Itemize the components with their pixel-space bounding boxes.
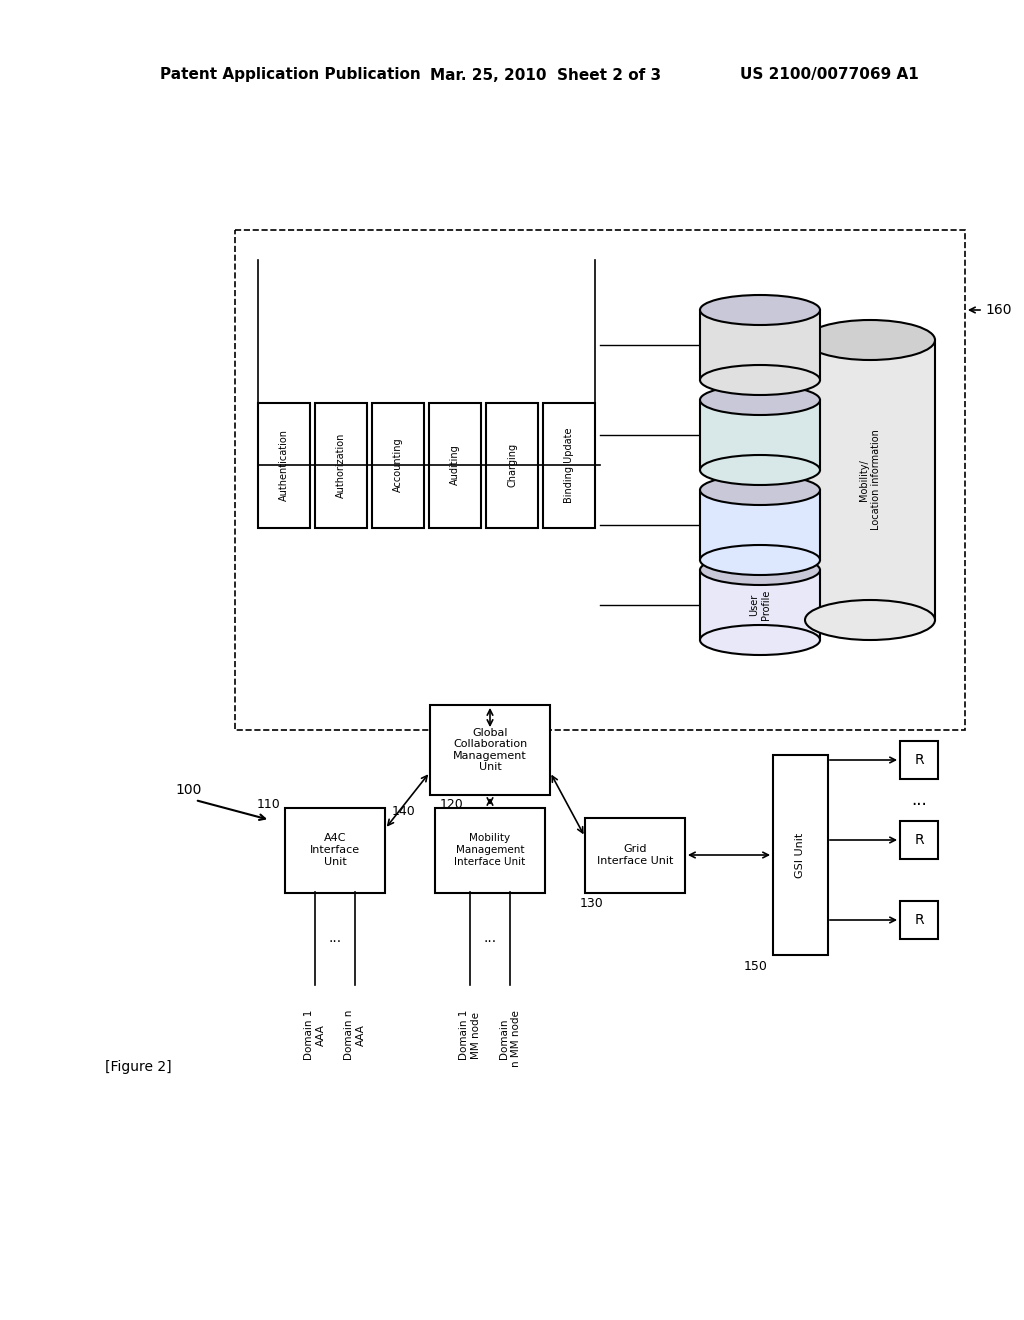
Text: A4C
Interface
Unit: A4C Interface Unit xyxy=(310,833,360,867)
Text: Authentication: Authentication xyxy=(279,429,289,502)
Ellipse shape xyxy=(700,475,820,506)
Text: Logging
Information: Logging Information xyxy=(750,317,771,374)
Ellipse shape xyxy=(700,455,820,484)
Text: Grid
Interface Unit: Grid Interface Unit xyxy=(597,845,673,866)
Text: Domain
n MM node: Domain n MM node xyxy=(500,1010,521,1067)
Bar xyxy=(805,341,935,620)
FancyBboxPatch shape xyxy=(585,818,685,894)
Text: R: R xyxy=(914,913,924,927)
Bar xyxy=(700,490,820,560)
Text: ...: ... xyxy=(911,791,927,809)
FancyBboxPatch shape xyxy=(430,705,550,795)
FancyBboxPatch shape xyxy=(258,403,310,528)
Ellipse shape xyxy=(700,545,820,576)
Bar xyxy=(700,310,820,380)
FancyBboxPatch shape xyxy=(900,821,938,859)
Text: Service
Profile: Service Profile xyxy=(750,507,771,543)
Ellipse shape xyxy=(700,624,820,655)
Text: 160: 160 xyxy=(985,304,1012,317)
FancyBboxPatch shape xyxy=(435,808,545,894)
Ellipse shape xyxy=(805,319,935,360)
Text: Charging: Charging xyxy=(507,444,517,487)
FancyBboxPatch shape xyxy=(285,808,385,894)
Text: ...: ... xyxy=(483,931,497,945)
FancyBboxPatch shape xyxy=(900,741,938,779)
Text: GSI Unit: GSI Unit xyxy=(795,833,805,878)
Text: 120: 120 xyxy=(440,799,464,810)
Text: R: R xyxy=(914,833,924,847)
Text: Mar. 25, 2010  Sheet 2 of 3: Mar. 25, 2010 Sheet 2 of 3 xyxy=(430,67,662,82)
Bar xyxy=(700,570,820,640)
FancyBboxPatch shape xyxy=(486,403,538,528)
Text: 150: 150 xyxy=(744,960,768,973)
Text: 110: 110 xyxy=(256,799,280,810)
Ellipse shape xyxy=(700,294,820,325)
Text: Binding Update: Binding Update xyxy=(564,428,574,503)
Ellipse shape xyxy=(805,601,935,640)
Ellipse shape xyxy=(700,554,820,585)
Text: Mobility/
Location information: Mobility/ Location information xyxy=(859,429,881,531)
FancyBboxPatch shape xyxy=(315,403,367,528)
Ellipse shape xyxy=(700,385,820,414)
Text: ...: ... xyxy=(329,931,342,945)
Text: [Figure 2]: [Figure 2] xyxy=(105,1060,172,1074)
FancyBboxPatch shape xyxy=(543,403,595,528)
Text: Patent Application Publication: Patent Application Publication xyxy=(160,67,421,82)
Text: Global
Collaboration
Management
Unit: Global Collaboration Management Unit xyxy=(453,727,527,772)
Text: US 2100/0077069 A1: US 2100/0077069 A1 xyxy=(740,67,919,82)
Text: Auditing: Auditing xyxy=(450,445,460,486)
Text: Charging
Information: Charging Information xyxy=(750,407,771,463)
Text: 140: 140 xyxy=(391,805,415,818)
Text: Domain 1
AAA: Domain 1 AAA xyxy=(304,1010,326,1060)
Bar xyxy=(700,400,820,470)
Text: Authorization: Authorization xyxy=(336,433,346,498)
FancyBboxPatch shape xyxy=(429,403,481,528)
Text: R: R xyxy=(914,752,924,767)
FancyBboxPatch shape xyxy=(372,403,424,528)
FancyBboxPatch shape xyxy=(900,902,938,939)
Text: Domain n
AAA: Domain n AAA xyxy=(344,1010,366,1060)
FancyBboxPatch shape xyxy=(773,755,828,954)
Text: Accounting: Accounting xyxy=(393,438,403,492)
Bar xyxy=(234,230,965,730)
Text: 100: 100 xyxy=(175,783,202,797)
Text: Mobility
Management
Interface Unit: Mobility Management Interface Unit xyxy=(455,833,525,867)
Text: 130: 130 xyxy=(580,898,604,909)
Text: User
Profile: User Profile xyxy=(750,590,771,620)
Text: Domain 1
MM node: Domain 1 MM node xyxy=(459,1010,481,1060)
Ellipse shape xyxy=(700,366,820,395)
